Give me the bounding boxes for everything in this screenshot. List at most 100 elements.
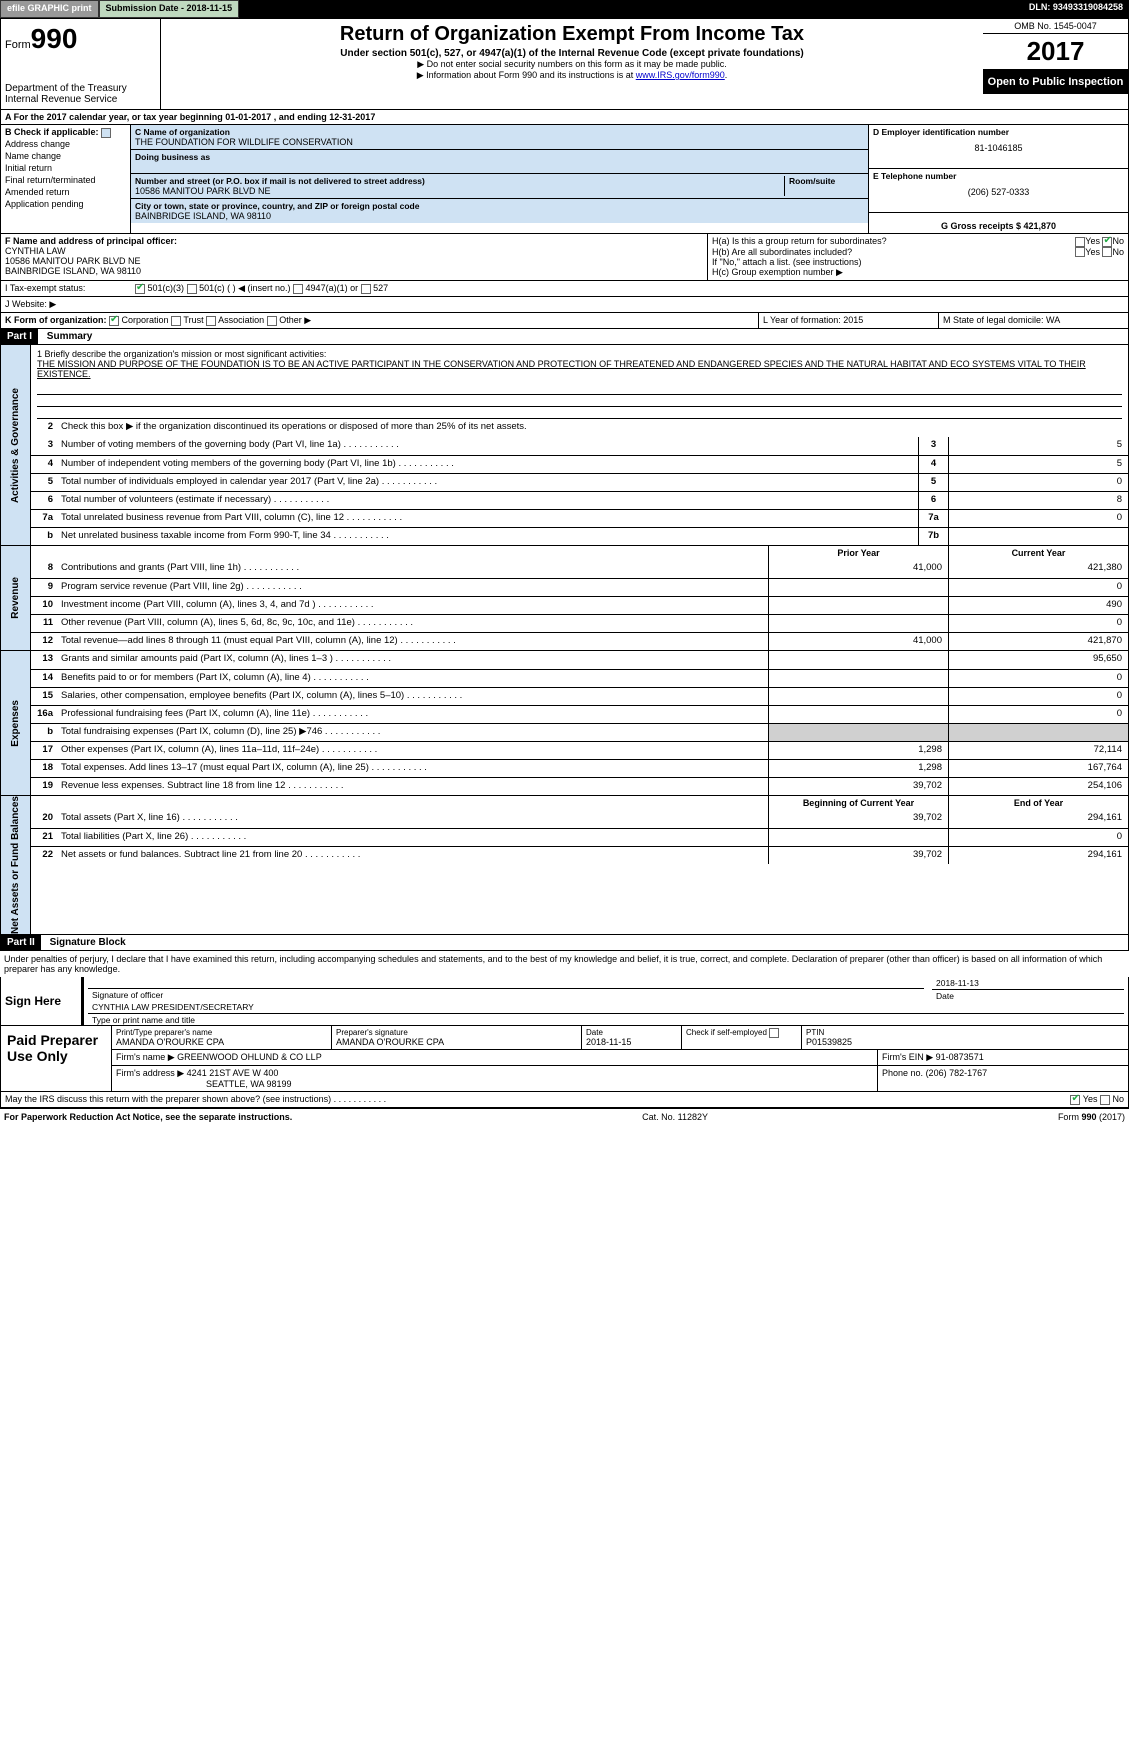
org-name: THE FOUNDATION FOR WILDLIFE CONSERVATION <box>135 137 864 147</box>
line-number: 16a <box>31 706 57 723</box>
firm-name: GREENWOOD OHLUND & CO LLP <box>177 1052 322 1062</box>
line-number: 15 <box>31 688 57 705</box>
header-middle: Return of Organization Exempt From Incom… <box>161 19 983 109</box>
prior-value <box>768 829 948 846</box>
k-assoc-checkbox[interactable] <box>206 316 216 326</box>
line-number: 8 <box>31 560 57 578</box>
checkbox-icon[interactable] <box>101 128 111 138</box>
part2-title: Signature Block <box>44 937 126 948</box>
i-527-checkbox[interactable] <box>361 284 371 294</box>
row-l: L Year of formation: 2015 <box>758 313 938 328</box>
irs-link[interactable]: www.IRS.gov/form990 <box>636 70 725 80</box>
street-label: Number and street (or P.O. box if mail i… <box>135 176 784 186</box>
line-label: Total unrelated business revenue from Pa… <box>57 510 918 527</box>
i-4947-checkbox[interactable] <box>293 284 303 294</box>
self-employed-checkbox[interactable] <box>769 1028 779 1038</box>
prior-value <box>768 670 948 687</box>
form-note1: ▶ Do not enter social security numbers o… <box>165 59 979 70</box>
prior-value: 39,702 <box>768 778 948 795</box>
discuss-yes-checkbox[interactable] <box>1070 1095 1080 1105</box>
firm-phone-label: Phone no. <box>882 1068 923 1078</box>
officer-name: CYNTHIA LAW PRESIDENT/SECRETARY <box>88 1001 1124 1014</box>
line-label: Total liabilities (Part X, line 26) <box>57 829 768 846</box>
line-label: Salaries, other compensation, employee b… <box>57 688 768 705</box>
discuss-no-checkbox[interactable] <box>1100 1095 1110 1105</box>
org-name-label: C Name of organization <box>135 127 864 137</box>
current-value <box>948 724 1128 741</box>
current-value: 490 <box>948 597 1128 614</box>
top-bar: efile GRAPHIC print Submission Date - 20… <box>0 0 1129 18</box>
sign-here-label: Sign Here <box>1 977 81 1025</box>
row-f-h: F Name and address of principal officer:… <box>0 234 1129 281</box>
h-b-label: H(b) Are all subordinates included? <box>712 247 852 258</box>
prior-value <box>768 579 948 596</box>
governance-tab: Activities & Governance <box>1 345 31 545</box>
discuss-row: May the IRS discuss this return with the… <box>0 1092 1129 1108</box>
netassets-section: Net Assets or Fund Balances Beginning of… <box>0 796 1129 935</box>
hb-yes-checkbox[interactable] <box>1075 247 1085 257</box>
current-value: 421,380 <box>948 560 1128 578</box>
current-value: 0 <box>948 688 1128 705</box>
officer-name-label: Type or print name and title <box>84 1015 1128 1025</box>
beginning-year-header: Beginning of Current Year <box>768 796 948 810</box>
k-other-checkbox[interactable] <box>267 316 277 326</box>
line-number: 11 <box>31 615 57 632</box>
check-name-change: Name change <box>5 150 126 162</box>
form-header: Form990 Department of the Treasury Inter… <box>0 18 1129 110</box>
line-label: Total revenue—add lines 8 through 11 (mu… <box>57 633 768 650</box>
line-label: Total expenses. Add lines 13–17 (must eq… <box>57 760 768 777</box>
topbar-spacer <box>239 0 1023 18</box>
paperwork-notice: For Paperwork Reduction Act Notice, see … <box>4 1112 292 1122</box>
line-number: 17 <box>31 742 57 759</box>
dln-label: DLN: 93493319084258 <box>1023 0 1129 18</box>
line-label: Total fundraising expenses (Part IX, col… <box>57 724 768 741</box>
current-value: 0 <box>948 829 1128 846</box>
preparer-date: 2018-11-15 <box>586 1037 677 1047</box>
hb-no-checkbox[interactable] <box>1102 247 1112 257</box>
phone-value: (206) 527-0333 <box>873 181 1124 197</box>
prior-value: 41,000 <box>768 560 948 578</box>
line-label: Number of independent voting members of … <box>57 456 918 473</box>
line-value: 5 <box>948 437 1128 455</box>
form-number: 990 <box>31 23 78 54</box>
signature-declaration: Under penalties of perjury, I declare th… <box>0 951 1129 977</box>
end-year-header: End of Year <box>948 796 1128 810</box>
line-label: Net assets or fund balances. Subtract li… <box>57 847 768 864</box>
ha-no-checkbox[interactable] <box>1102 237 1112 247</box>
prior-value: 1,298 <box>768 742 948 759</box>
row-a: A For the 2017 calendar year, or tax yea… <box>0 110 1129 125</box>
line-box: 7b <box>918 528 948 545</box>
sig-date-label: Date <box>928 991 1128 1001</box>
k-corp-checkbox[interactable] <box>109 316 119 326</box>
ein-label: D Employer identification number <box>873 127 1124 137</box>
line-value: 8 <box>948 492 1128 509</box>
self-employed-label: Check if self-employed <box>686 1028 797 1038</box>
check-initial-return: Initial return <box>5 162 126 174</box>
form-title: Return of Organization Exempt From Incom… <box>165 23 979 46</box>
preparer-sig-label: Preparer's signature <box>336 1028 577 1037</box>
phone-label: E Telephone number <box>873 171 1124 181</box>
paid-preparer-block: Paid Preparer Use Only Print/Type prepar… <box>0 1026 1129 1092</box>
check-final-return: Final return/terminated <box>5 174 126 186</box>
ha-yes-checkbox[interactable] <box>1075 237 1085 247</box>
prior-value: 39,702 <box>768 810 948 828</box>
blank-line <box>37 395 1122 407</box>
firm-addr1: 4241 21ST AVE W 400 <box>187 1068 279 1078</box>
discuss-label: May the IRS discuss this return with the… <box>5 1094 386 1105</box>
k-trust-checkbox[interactable] <box>171 316 181 326</box>
form-prefix: Form <box>5 39 31 51</box>
current-value: 0 <box>948 670 1128 687</box>
efile-button[interactable]: efile GRAPHIC print <box>0 0 99 18</box>
line-label: Net unrelated business taxable income fr… <box>57 528 918 545</box>
prior-year-header: Prior Year <box>768 546 948 560</box>
line-number: 9 <box>31 579 57 596</box>
expenses-tab: Expenses <box>1 651 31 795</box>
ein-value: 81-1046185 <box>873 137 1124 153</box>
i-501c-checkbox[interactable] <box>187 284 197 294</box>
submission-date-field: Submission Date - 2018-11-15 <box>99 0 240 18</box>
col-de: D Employer identification number 81-1046… <box>868 125 1128 233</box>
prior-value <box>768 724 948 741</box>
line-2-label: Check this box ▶ if the organization dis… <box>57 419 1128 437</box>
line-number: 4 <box>31 456 57 473</box>
i-501c3-checkbox[interactable] <box>135 284 145 294</box>
